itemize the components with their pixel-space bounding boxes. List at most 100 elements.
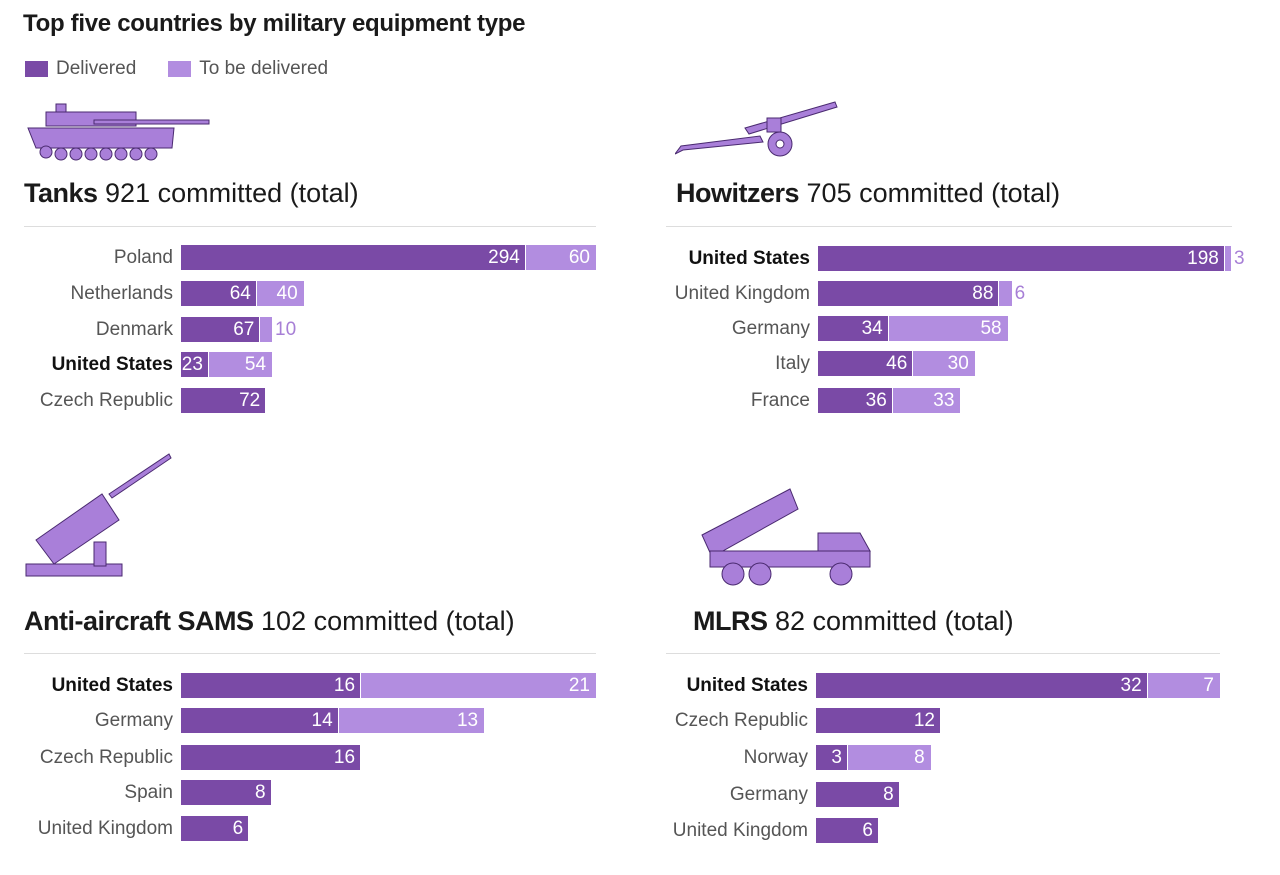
- category-label: Italy: [775, 353, 810, 374]
- bar-delivered[interactable]: [816, 745, 847, 770]
- howitzer-icon: [675, 101, 838, 157]
- value-label-to-be-delivered: 60: [568, 247, 590, 268]
- bar-to-be-delivered[interactable]: [255, 281, 304, 306]
- bar-to-be-delivered[interactable]: [259, 317, 273, 342]
- category-label: United States: [51, 675, 173, 696]
- rocket-truck-icon: [701, 488, 871, 586]
- bar-delivered[interactable]: [181, 673, 361, 698]
- value-label-to-be-delivered: 21: [568, 675, 590, 696]
- category-label: Germany: [94, 710, 173, 731]
- category-label: Norway: [743, 747, 808, 768]
- category-label: Denmark: [95, 319, 173, 340]
- bar-to-be-delivered[interactable]: [1223, 246, 1231, 271]
- bar-delivered[interactable]: [181, 780, 271, 805]
- bar-delivered[interactable]: [818, 388, 892, 413]
- value-label-delivered: 88: [972, 283, 994, 304]
- category-label: United States: [688, 248, 810, 269]
- bar-delivered[interactable]: [818, 281, 999, 306]
- value-label-to-be-delivered: 30: [947, 353, 969, 374]
- panel-subtitle: 102 committed (total): [253, 606, 515, 636]
- bar-to-be-delivered[interactable]: [847, 745, 931, 770]
- value-label-delivered: 8: [883, 784, 894, 805]
- value-label-delivered: 67: [233, 319, 255, 340]
- bar-delivered[interactable]: [181, 388, 266, 413]
- category-label: Poland: [113, 247, 173, 268]
- bar-delivered[interactable]: [181, 245, 525, 270]
- value-label-delivered: 72: [239, 390, 261, 411]
- value-label-to-be-delivered: 13: [456, 710, 479, 731]
- panel-divider: [666, 226, 1232, 227]
- bar-delivered[interactable]: [181, 745, 361, 770]
- value-label-delivered: 294: [488, 247, 520, 268]
- value-label-delivered: 8: [254, 782, 266, 803]
- value-label-to-be-delivered: 54: [244, 354, 267, 375]
- bar-delivered[interactable]: [816, 818, 878, 843]
- panel-subtitle: 705 committed (total): [799, 178, 1061, 208]
- category-label: Spain: [124, 782, 173, 803]
- value-label-delivered: 16: [333, 675, 356, 696]
- value-label-delivered: 6: [232, 818, 244, 839]
- value-label-delivered: 23: [181, 354, 203, 375]
- legend: Delivered To be delivered: [25, 58, 328, 80]
- value-label-delivered: 16: [333, 747, 356, 768]
- bar-to-be-delivered[interactable]: [337, 708, 485, 733]
- panel-subtitle: 921 committed (total): [97, 178, 359, 208]
- category-label: Netherlands: [70, 283, 173, 304]
- category-label: France: [750, 390, 810, 411]
- legend-label-to-be-delivered: To be delivered: [199, 58, 329, 79]
- bar-to-be-delivered[interactable]: [1146, 673, 1220, 698]
- value-label-to-be-delivered: 58: [980, 318, 1002, 339]
- bar-to-be-delivered[interactable]: [360, 673, 596, 698]
- bar-to-be-delivered[interactable]: [891, 388, 961, 413]
- chart-title: Top five countries by military equipment…: [23, 10, 526, 37]
- value-label-delivered: 64: [229, 283, 251, 304]
- panel-heading: Tanks 921 committed (total): [24, 178, 359, 209]
- panel-title: Howitzers: [676, 178, 800, 208]
- panel-subtitle: 82 committed (total): [767, 606, 1014, 636]
- bar-delivered[interactable]: [181, 281, 256, 306]
- bar-delivered[interactable]: [181, 708, 338, 733]
- bar-delivered[interactable]: [181, 816, 249, 841]
- value-label-delivered: 32: [1120, 675, 1142, 696]
- bar-to-be-delivered[interactable]: [887, 316, 1008, 341]
- panel-title: Tanks: [24, 178, 98, 208]
- value-label-delivered: 46: [886, 353, 908, 374]
- legend-swatch-to-be-delivered: [168, 61, 192, 77]
- bar-delivered[interactable]: [181, 317, 260, 342]
- category-label: Czech Republic: [39, 747, 173, 768]
- bar-delivered[interactable]: [816, 708, 940, 733]
- bar-to-be-delivered[interactable]: [207, 352, 273, 377]
- panel-divider: [666, 653, 1220, 654]
- panel-title: Anti-aircraft SAMS: [24, 606, 254, 636]
- bar-to-be-delivered[interactable]: [912, 351, 975, 376]
- value-label-to-be-delivered: 7: [1203, 675, 1214, 696]
- value-label-delivered: 36: [865, 390, 887, 411]
- bar-delivered[interactable]: [818, 246, 1224, 271]
- value-label-delivered: 6: [862, 820, 873, 841]
- category-label: United Kingdom: [37, 818, 173, 839]
- bar-delivered[interactable]: [816, 673, 1147, 698]
- bar-delivered[interactable]: [816, 782, 899, 807]
- legend-swatch-delivered: [25, 61, 48, 77]
- bar-delivered[interactable]: [181, 352, 208, 377]
- bar-delivered[interactable]: [818, 351, 913, 376]
- value-label-to-be-delivered: 33: [933, 390, 955, 411]
- category-label: Germany: [731, 318, 810, 339]
- bar-to-be-delivered[interactable]: [524, 245, 596, 270]
- bar-delivered[interactable]: [818, 316, 888, 341]
- panel-divider: [24, 653, 596, 654]
- category-label: United Kingdom: [672, 820, 808, 841]
- panel-heading: MLRS 82 committed (total): [693, 606, 1014, 637]
- value-label-to-be-delivered: 3: [1234, 248, 1245, 269]
- value-label-to-be-delivered: 8: [914, 747, 925, 768]
- missile-launcher-icon: [25, 453, 172, 577]
- legend-label-delivered: Delivered: [56, 58, 137, 79]
- value-label-to-be-delivered: 6: [1014, 283, 1026, 304]
- category-label: Czech Republic: [39, 390, 173, 411]
- bar-to-be-delivered[interactable]: [998, 281, 1012, 306]
- panel-divider: [24, 226, 596, 227]
- value-label-to-be-delivered: 10: [275, 319, 297, 340]
- value-label-delivered: 12: [913, 710, 935, 731]
- panel-heading: Anti-aircraft SAMS 102 committed (total): [24, 606, 515, 637]
- tank-icon: [27, 103, 210, 161]
